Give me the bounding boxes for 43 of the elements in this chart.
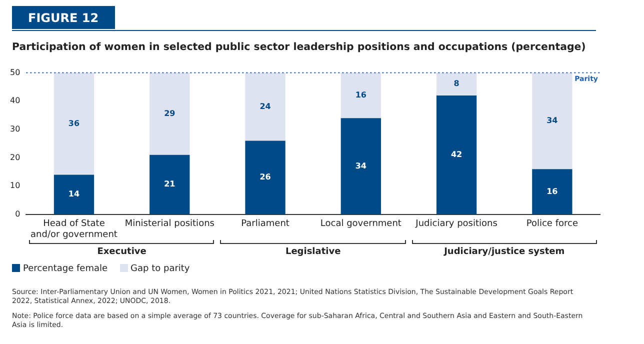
data-label: 36 <box>68 118 80 128</box>
data-label: 42 <box>450 150 462 160</box>
x-tick-label: Police force <box>526 219 578 230</box>
bar <box>54 174 94 214</box>
x-tick-label: Judiciary positions <box>414 219 498 230</box>
bar <box>245 140 286 214</box>
data-label: 34 <box>355 161 367 170</box>
data-label: 34 <box>546 116 558 126</box>
y-tick-label: 30 <box>10 124 20 134</box>
data-label: 14 <box>68 190 80 199</box>
bar <box>340 118 381 214</box>
y-tick-label: 50 <box>10 68 20 77</box>
data-label: 16 <box>355 90 367 100</box>
y-tick-label: 0 <box>15 209 20 218</box>
data-label: 8 <box>454 79 460 88</box>
text: Judiciary/justice system <box>442 247 566 257</box>
bar <box>436 95 477 214</box>
bar <box>436 72 477 96</box>
bar <box>532 169 572 214</box>
bar <box>54 72 94 175</box>
data-label: 21 <box>164 180 176 189</box>
bar <box>150 154 190 214</box>
data-label: 24 <box>260 102 272 111</box>
bar <box>245 72 286 141</box>
caption: FIGURE 12 <box>12 6 115 29</box>
y-tick-label: 10 <box>10 181 20 190</box>
bar <box>340 72 381 118</box>
x-tick-label: Local government <box>320 219 402 230</box>
text: Legislative <box>284 247 342 257</box>
data-label: 16 <box>546 186 558 196</box>
text: Executive <box>96 247 148 257</box>
y-tick-label: 40 <box>10 96 20 106</box>
bar <box>150 72 190 155</box>
legend-label: Gap to parity <box>130 264 190 274</box>
bar <box>532 72 572 170</box>
legend-label: Percentage female <box>22 264 108 274</box>
data-label: 29 <box>164 108 176 118</box>
chart-title: Participation of women in selected public sector leadership positions and occupations (percentage) <box>12 42 586 53</box>
data-label: 26 <box>260 172 272 182</box>
y-tick-label: 20 <box>10 152 20 162</box>
x-tick-label: Ministerial positions <box>124 219 215 230</box>
x-tick-label: Parliament <box>241 219 290 230</box>
x-tick-label: Head of State and/or government <box>30 219 118 240</box>
